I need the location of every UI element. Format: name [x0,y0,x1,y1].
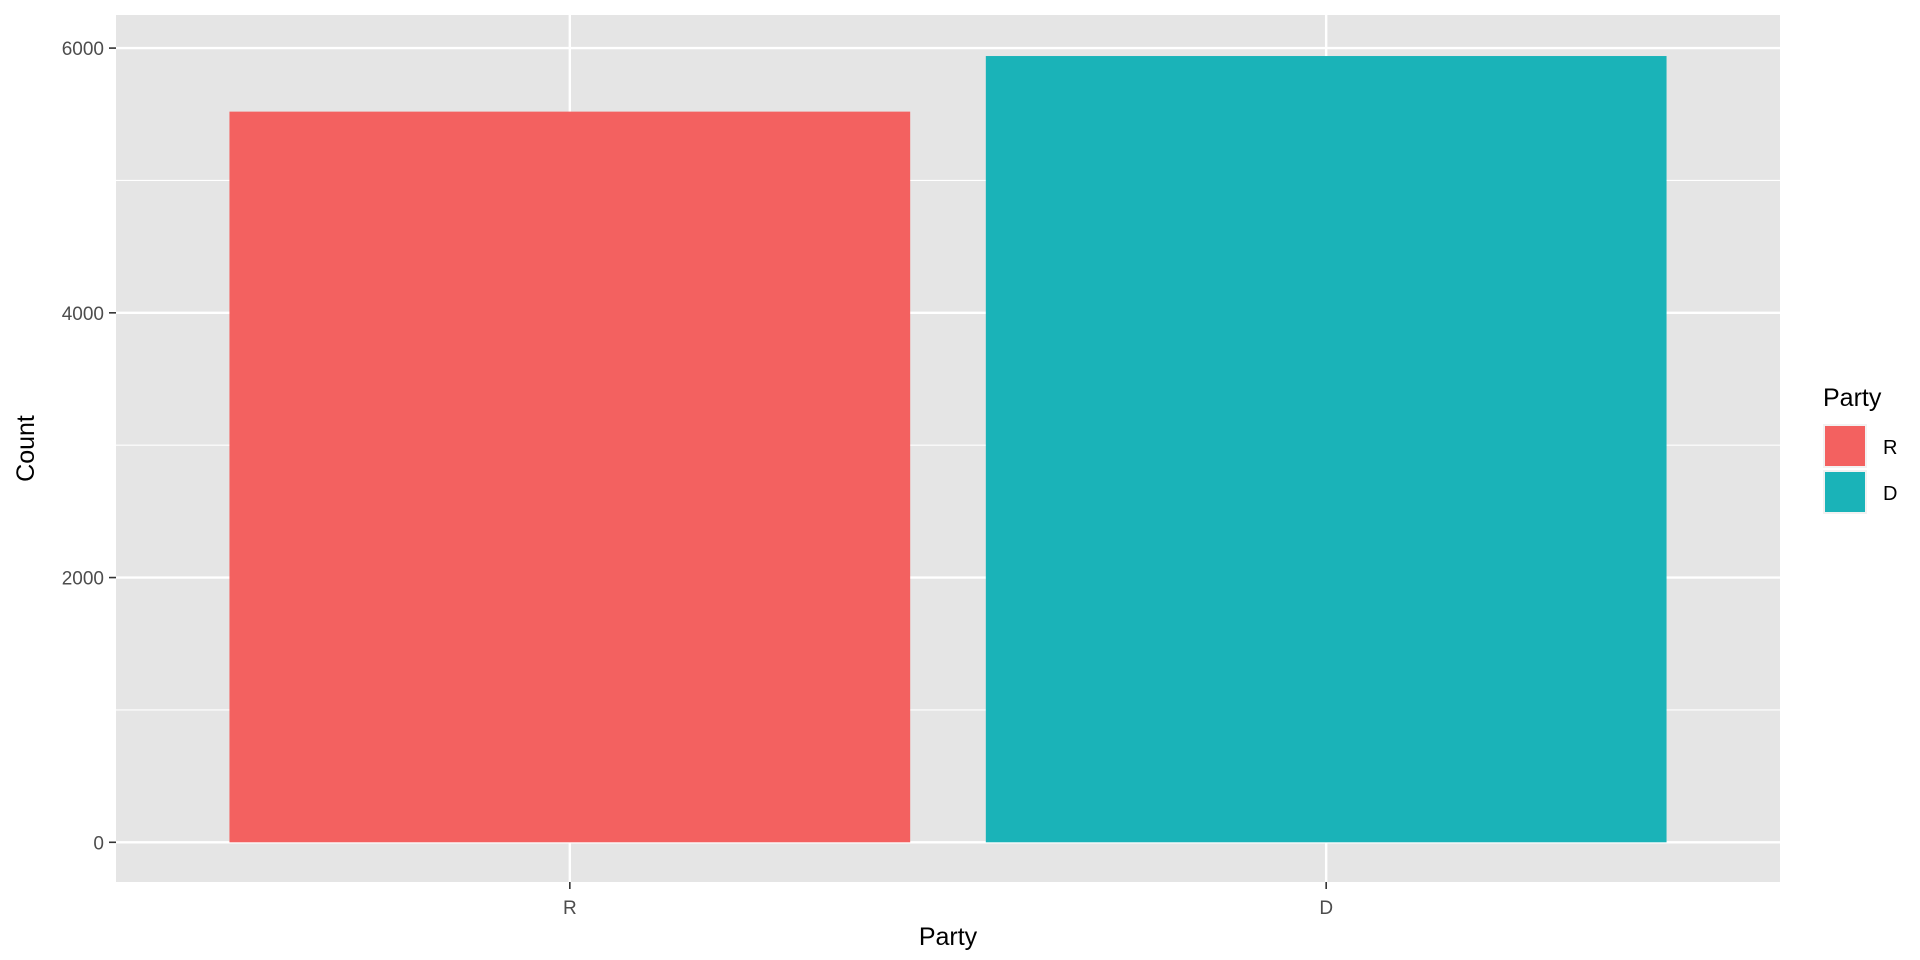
y-axis-title: Count [12,415,40,482]
x-axis-title: Party [919,923,978,951]
y-tick-label: 2000 [62,569,104,590]
legend-key-r [1825,426,1865,466]
bar-d [985,56,1667,843]
legend-title: Party [1823,384,1882,412]
x-tick-label: R [563,898,577,919]
legend-label: R [1883,437,1897,459]
legend-entries: RD [1823,424,1897,514]
bar-r [229,111,911,843]
y-tick-label: 6000 [62,39,104,60]
y-axis: 0 2000 4000 6000 [62,39,116,854]
bars [229,56,1667,843]
y-tick-label: 4000 [62,304,104,325]
legend: Party RD [1823,384,1897,514]
y-tick-label: 0 [93,833,104,854]
legend-key-d [1825,472,1865,512]
legend-label: D [1883,483,1897,505]
x-tick-label: D [1319,898,1333,919]
